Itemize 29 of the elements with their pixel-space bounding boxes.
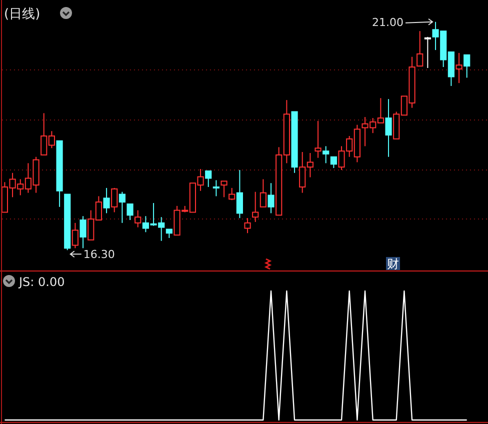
candlestick: [330, 156, 337, 169]
candlestick: [260, 178, 266, 208]
candlestick: [228, 187, 236, 201]
candlestick: [80, 216, 86, 249]
candlestick: [236, 169, 243, 219]
annotation: 财: [387, 257, 399, 271]
chart-title: JS: 0.00: [18, 275, 65, 289]
candlestick: [252, 191, 259, 222]
candlestick: [212, 180, 220, 197]
candlestick: [220, 180, 228, 198]
candlestick: [118, 191, 126, 224]
annotation: 16.30: [83, 248, 115, 262]
candlestick: [385, 98, 392, 158]
candlestick: [244, 218, 251, 234]
candlestick: [456, 52, 462, 84]
candlestick: [72, 222, 78, 249]
candlestick: [416, 30, 424, 67]
candlestick: [126, 203, 134, 221]
candlestick: [424, 36, 431, 68]
candlestick: [464, 54, 470, 78]
candlestick: [205, 170, 212, 188]
annotation: 21.00: [372, 16, 404, 29]
candlestick: [268, 182, 274, 214]
candlestick: [111, 187, 118, 213]
candlestick: [103, 187, 110, 214]
text: (日线): [4, 7, 40, 22]
candlestick: [322, 146, 330, 164]
candlestick: [134, 210, 142, 228]
candlestick: [314, 120, 322, 158]
